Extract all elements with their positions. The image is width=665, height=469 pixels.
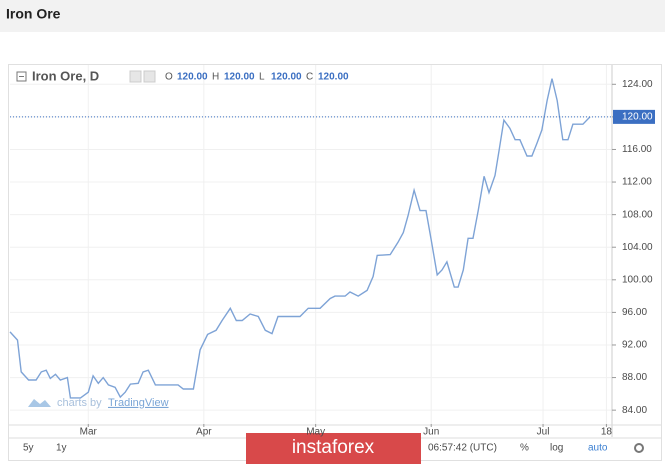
x-tick-label: 18 [601, 427, 613, 438]
y-tick-label: 100.00 [622, 274, 653, 285]
y-tick-label: 88.00 [622, 372, 647, 383]
ohlc-legend: O 120.00 H 120.00 L 120.00 C 120.00 [165, 72, 349, 83]
toolbar-button[interactable]: auto [588, 443, 608, 454]
x-tick-label: May [306, 427, 325, 438]
y-tick-label: 104.00 [622, 242, 653, 253]
toolbar-button[interactable]: 1y [56, 443, 67, 454]
ohlc-key: H [212, 72, 219, 83]
tv-logo [28, 399, 51, 407]
chart-frame [8, 64, 662, 461]
logo-box [246, 433, 421, 464]
ohlc-key: O [165, 72, 173, 83]
ohlc-value: 120.00 [177, 72, 208, 83]
collapse-icon[interactable] [16, 71, 27, 82]
y-tick-label: 92.00 [622, 340, 647, 351]
x-tick-label: Apr [196, 427, 212, 438]
icon[interactable] [143, 70, 156, 83]
ohlc-key: C [306, 72, 313, 83]
y-tick-label: 84.00 [622, 405, 647, 416]
y-tick-label: 108.00 [622, 209, 653, 220]
ohlc-value: 120.00 [271, 72, 302, 83]
price-line [9, 78, 591, 399]
x-tick-label: Mar [80, 427, 98, 438]
toolbar-button[interactable]: log [550, 443, 563, 454]
x-tick-label: Jul [537, 427, 550, 438]
logo: instaforex [292, 437, 375, 458]
header-bar [0, 0, 665, 32]
symbol-label: Iron Ore, D [32, 68, 99, 83]
y-tick-label: 124.00 [622, 79, 653, 90]
last-price-label: 120.00 [622, 112, 653, 123]
last-price-box [613, 109, 655, 124]
credit-brand[interactable]: TradingView [108, 397, 169, 409]
ohlc-key: L [259, 72, 265, 83]
y-tick-label: 96.00 [622, 307, 647, 318]
y-tick-label: 112.00 [622, 177, 652, 188]
settings-icon[interactable] [634, 443, 644, 453]
icon[interactable] [129, 70, 142, 83]
toolbar-button[interactable]: 5y [23, 443, 34, 454]
y-tick-label: 116.00 [622, 144, 652, 155]
x-tick-label: Jun [423, 427, 439, 438]
clock: 06:57:42 (UTC) [428, 443, 497, 454]
toolbar-button[interactable]: % [520, 443, 529, 454]
ohlc-value: 120.00 [224, 72, 255, 83]
page-title: Iron Ore [6, 6, 61, 22]
ohlc-value: 120.00 [318, 72, 349, 83]
credit: charts by [57, 397, 102, 409]
